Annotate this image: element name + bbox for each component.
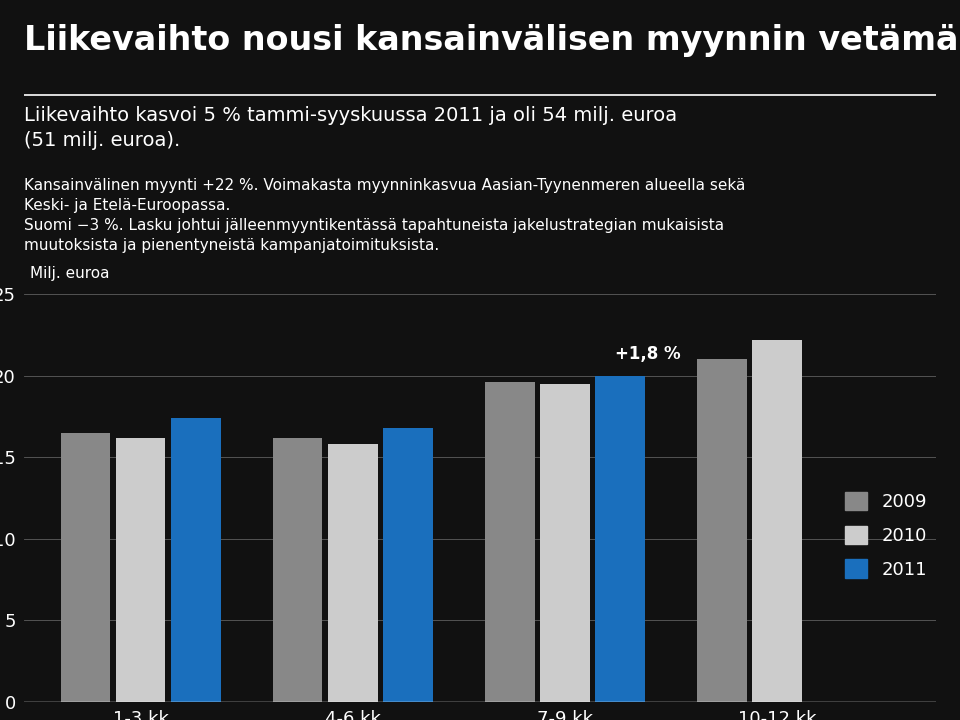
Bar: [485, 382, 535, 702]
Bar: [383, 428, 433, 702]
Bar: [116, 438, 165, 702]
Bar: [328, 444, 377, 702]
Bar: [60, 433, 110, 702]
Bar: [273, 438, 323, 702]
Bar: [697, 359, 747, 702]
Text: Liikevaihto kasvoi 5 % tammi-syyskuussa 2011 ja oli 54 milj. euroa
(51 milj. eur: Liikevaihto kasvoi 5 % tammi-syyskuussa …: [24, 107, 677, 150]
Text: Milj. euroa: Milj. euroa: [31, 266, 109, 282]
Text: Kansainvälinen myynti +22 %. Voimakasta myynninkasvua Aasian-Tyynenmeren alueell: Kansainvälinen myynti +22 %. Voimakasta …: [24, 179, 745, 253]
Bar: [171, 418, 221, 702]
Bar: [752, 340, 802, 702]
Text: Liikevaihto nousi kansainvälisen myynnin vetämänä: Liikevaihto nousi kansainvälisen myynnin…: [24, 24, 960, 57]
Legend: 2009, 2010, 2011: 2009, 2010, 2011: [846, 492, 927, 579]
Bar: [595, 376, 645, 702]
Text: +1,8 %: +1,8 %: [614, 345, 681, 363]
Bar: [540, 384, 589, 702]
